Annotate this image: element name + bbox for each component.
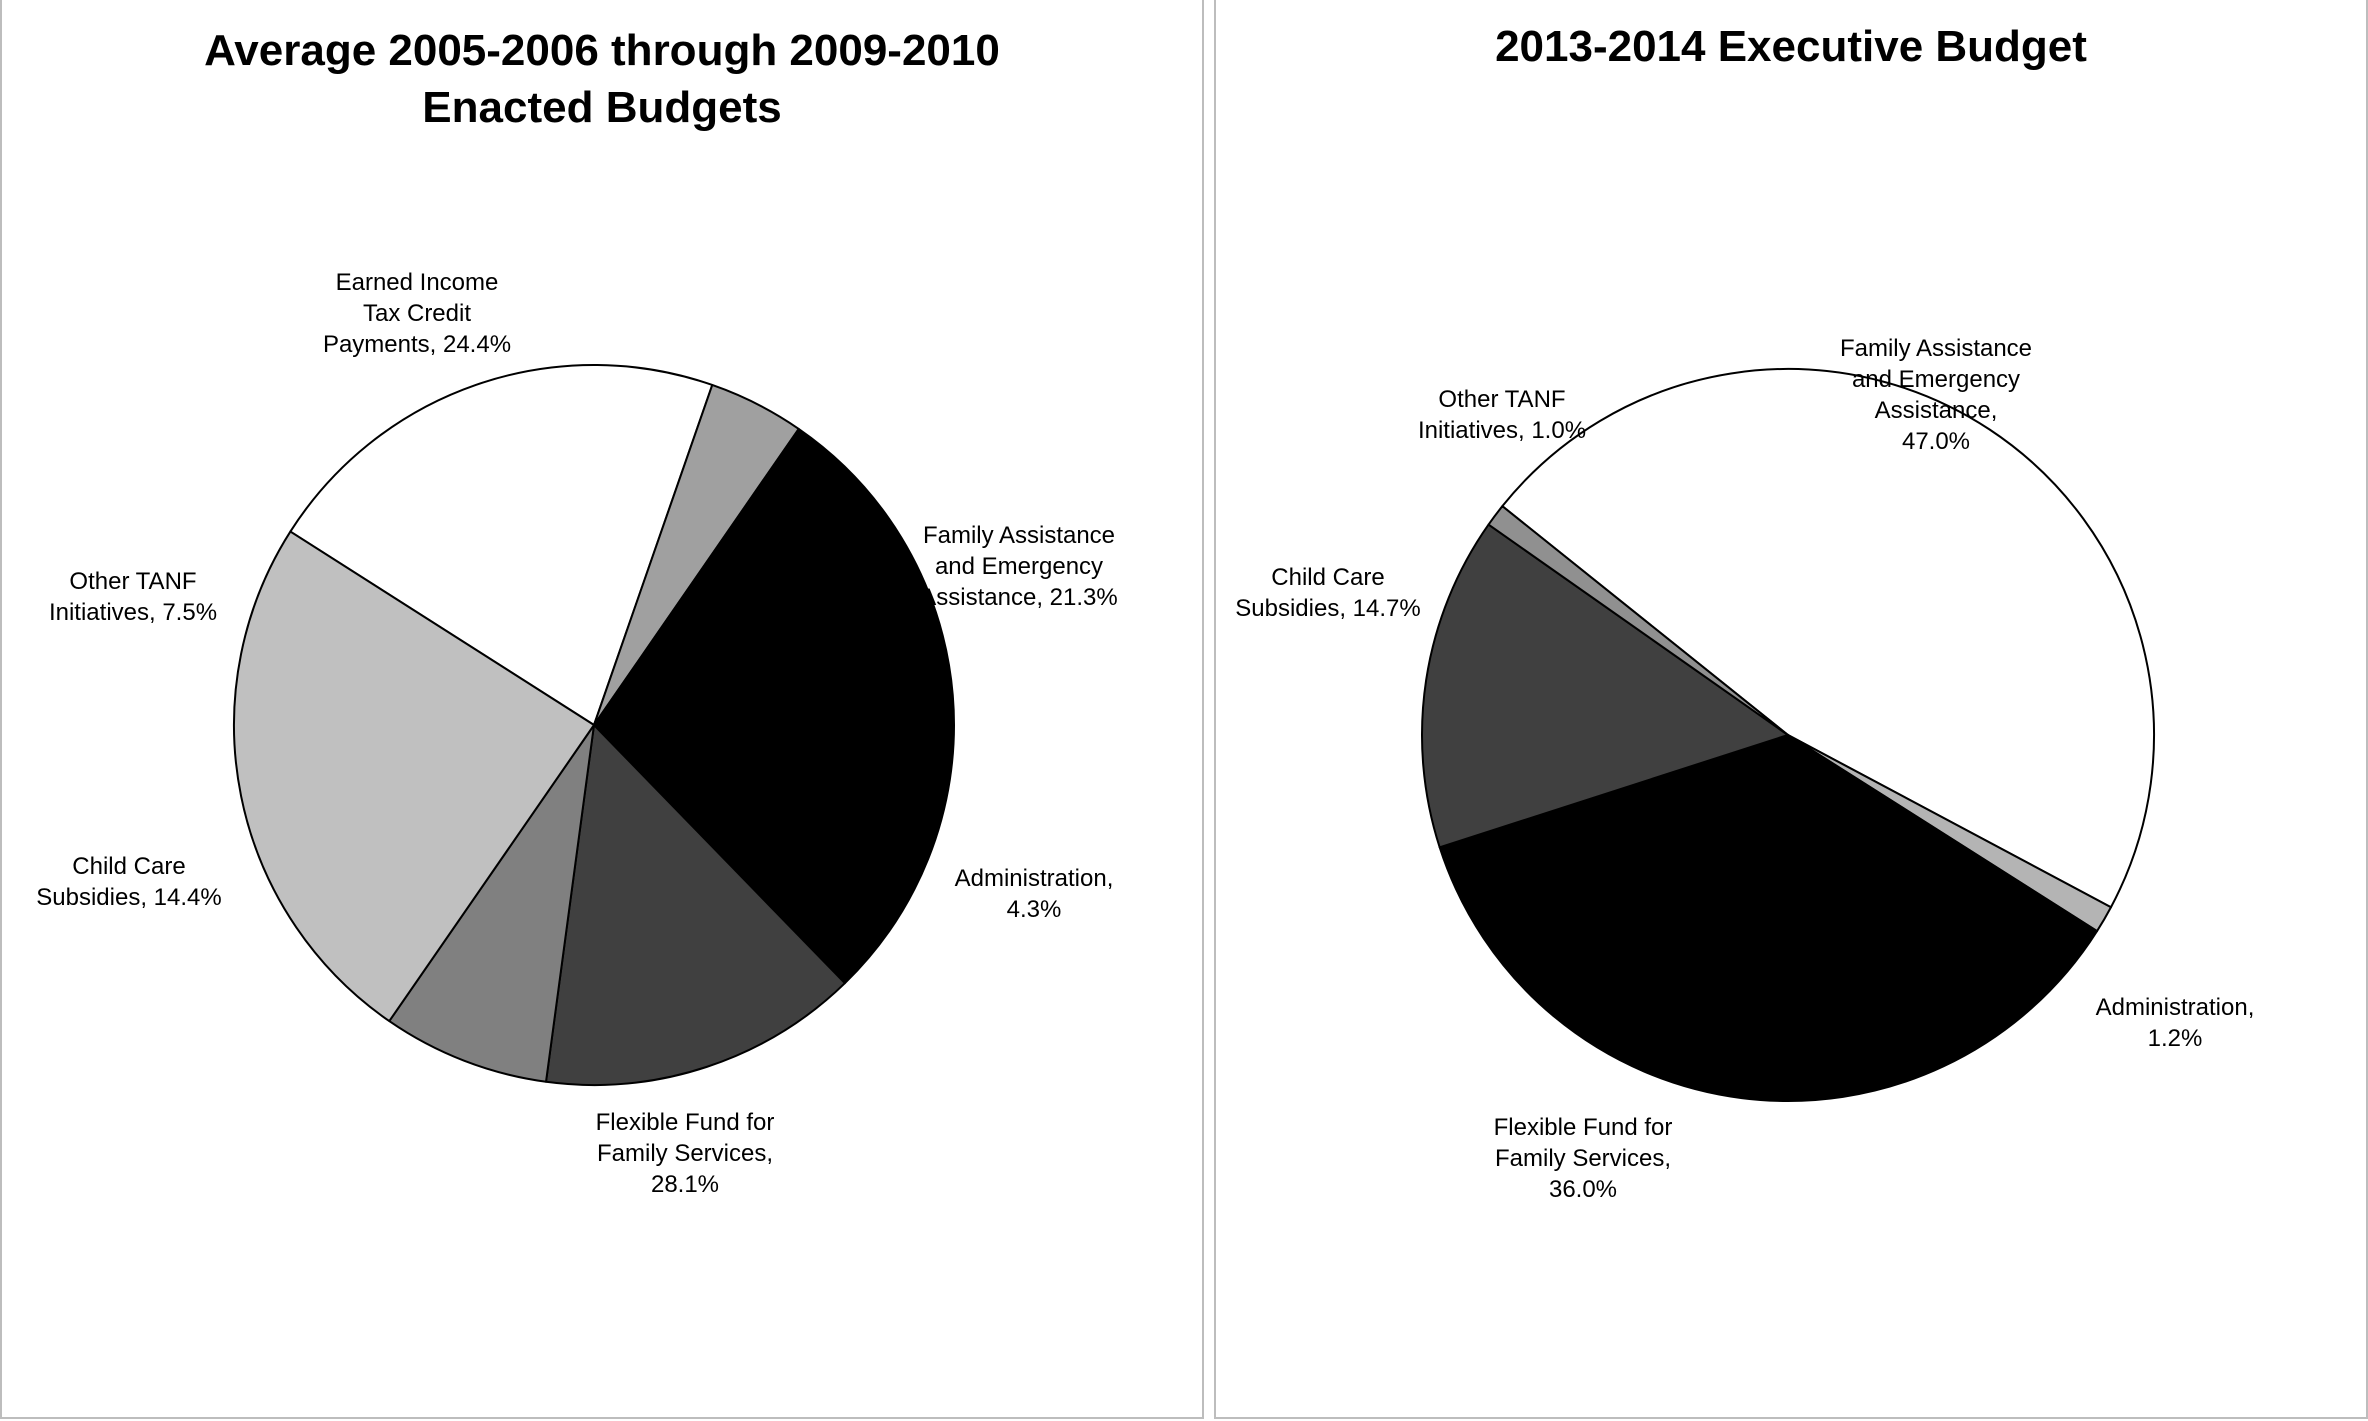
slice-label-flexible-fund-for-family-services: Flexible Fund for Family Services, 36.0% <box>1494 1114 1673 1203</box>
slice-label-line: Family Assistance <box>923 522 1115 549</box>
slice-label-line: Subsidies, 14.7% <box>1235 595 1420 622</box>
pie-slice-other-tanf-initiatives <box>1487 505 1789 736</box>
slice-label-line: 1.2% <box>2148 1025 2203 1052</box>
slice-label-line: Flexible Fund for <box>1494 1114 1673 1141</box>
slice-label-earned-income-tax-credit-payments: Earned Income Tax Credit Payments, 24.4% <box>323 269 511 358</box>
slice-label-line: Tax Credit <box>363 300 471 327</box>
slice-label-line: Administration, <box>955 865 1114 892</box>
slice-label-line: 47.0% <box>1902 428 1970 455</box>
slice-label-other-tanf-initiatives: Other TANF Initiatives, 7.5% <box>49 568 217 626</box>
slice-label-child-care-subsidies: Child Care Subsidies, 14.4% <box>36 853 221 911</box>
slice-label-line: and Emergency <box>1852 366 2020 393</box>
pie-chart-executive: Family Assistance and Emergency Assistance… <box>1235 335 2255 1203</box>
slice-label-family-assistance-and-emergency-assistance: Family Assistance and Emergency Assistance… <box>1840 335 2032 455</box>
slice-label-line: Child Care <box>1271 564 1384 591</box>
slice-label-line: Family Assistance <box>1840 335 2032 362</box>
chart-title-line: Enacted Budgets <box>422 83 782 132</box>
slice-label-administration: Administration, 4.3% <box>955 865 1114 923</box>
slice-label-line: Family Services, <box>1495 1145 1671 1172</box>
slice-label-line: Child Care <box>72 853 185 880</box>
slice-label-line: Administration, <box>2096 994 2255 1021</box>
chart-title-executive: 2013-2014 Executive Budget <box>1216 18 2366 75</box>
pie-slice-earned-income-tax-credit-payments <box>233 530 595 1023</box>
slice-label-child-care-subsidies: Child Care Subsidies, 14.7% <box>1235 564 1420 622</box>
chart-panel-executive: 2013-2014 Executive Budget Family Assist… <box>1214 0 2368 1419</box>
pie-slice-flexible-fund-for-family-services <box>593 427 955 985</box>
chart-title-line: Average 2005-2006 through 2009-2010 <box>204 26 1000 75</box>
slice-label-line: Payments, 24.4% <box>323 331 511 358</box>
pie-slice-family-assistance-and-emergency-assistance <box>1501 368 2155 909</box>
slice-label-line: 4.3% <box>1007 896 1062 923</box>
pie-slice-child-care-subsidies <box>545 724 846 1086</box>
chart-title-average: Average 2005-2006 through 2009-2010 Enac… <box>2 22 1202 136</box>
slice-label-other-tanf-initiatives: Other TANF Initiatives, 1.0% <box>1418 386 1586 444</box>
slice-label-line: Subsidies, 14.4% <box>36 884 221 911</box>
slice-label-line: Other TANF <box>1438 386 1565 413</box>
pie-slice-family-assistance-and-emergency-assistance <box>289 364 714 726</box>
slice-label-line: Initiatives, 1.0% <box>1418 417 1586 444</box>
slice-label-line: and Emergency <box>935 553 1103 580</box>
slice-label-administration: Administration, 1.2% <box>2096 994 2255 1052</box>
slice-label-line: Earned Income <box>336 269 499 296</box>
slice-label-line: Initiatives, 7.5% <box>49 599 217 626</box>
slice-label-line: Family Services, <box>597 1140 773 1167</box>
pie-slice-other-tanf-initiatives <box>388 724 595 1083</box>
chart-title-line: 2013-2014 Executive Budget <box>1495 22 2087 71</box>
slice-label-line: Assistance, <box>1875 397 1998 424</box>
slice-label-line: Flexible Fund for <box>596 1109 775 1136</box>
pie-slice-flexible-fund-for-family-services <box>1438 734 2099 1103</box>
slice-label-line: 36.0% <box>1549 1176 1617 1203</box>
pie-slice-child-care-subsidies <box>1421 523 1789 849</box>
slice-label-line: 28.1% <box>651 1171 719 1198</box>
slice-label-flexible-fund-for-family-services: Flexible Fund for Family Services, 28.1% <box>596 1109 775 1198</box>
pie-chart-average: Family Assistance and Emergency Assistance… <box>36 269 1117 1198</box>
slice-label-family-assistance-and-emergency-assistance: Family Assistance and Emergency Assistance… <box>920 522 1117 611</box>
slice-label-line: Assistance, 21.3% <box>920 584 1117 611</box>
chart-panel-average: Average 2005-2006 through 2009-2010 Enac… <box>0 0 1204 1419</box>
slice-label-line: Other TANF <box>69 568 196 595</box>
